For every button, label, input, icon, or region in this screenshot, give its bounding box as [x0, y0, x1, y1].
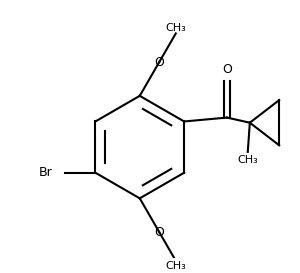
Text: CH₃: CH₃: [165, 261, 186, 271]
Text: O: O: [154, 56, 164, 69]
Text: Br: Br: [39, 166, 52, 179]
Text: O: O: [154, 225, 164, 239]
Text: O: O: [222, 64, 232, 76]
Text: CH₃: CH₃: [237, 155, 258, 165]
Text: CH₃: CH₃: [165, 23, 186, 34]
